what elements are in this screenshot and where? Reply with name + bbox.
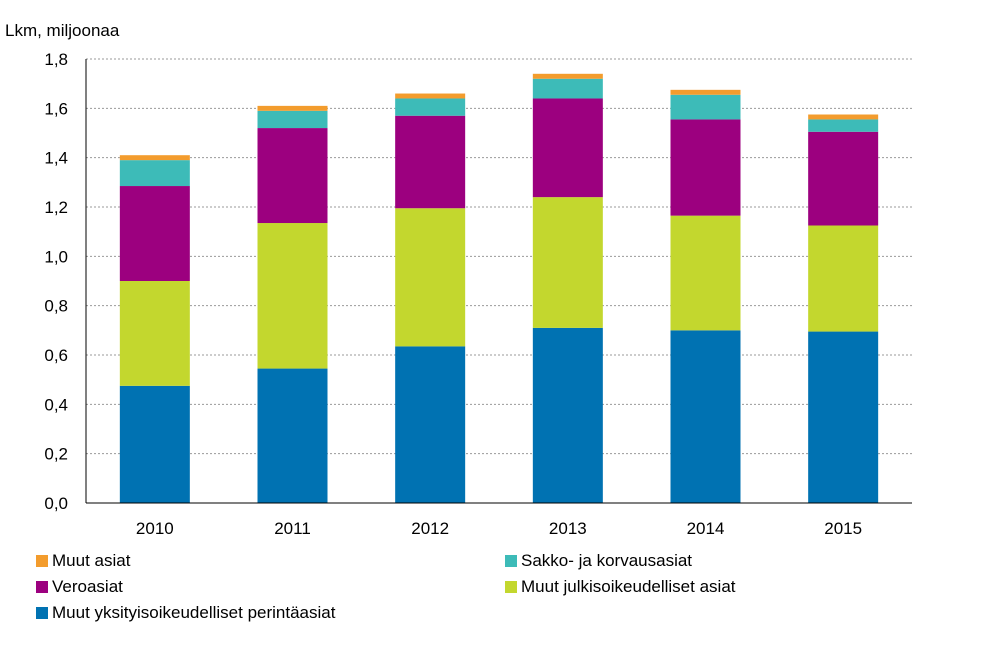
y-tick-label: 0,4 (44, 395, 68, 414)
y-tick-label: 1,0 (44, 247, 68, 266)
bar-segment (395, 115, 466, 209)
bar-segment (119, 186, 190, 281)
bar-segment (395, 346, 466, 503)
x-tick-label: 2015 (824, 519, 862, 538)
y-tick-label: 1,2 (44, 198, 68, 217)
bar-segment (808, 114, 879, 120)
bar-segment (670, 119, 741, 216)
legend-label: Sakko- ja korvausasiat (521, 551, 692, 570)
bar-segment (808, 131, 879, 226)
bar-segment (532, 327, 603, 503)
bars (119, 73, 879, 503)
bar-segment (670, 330, 741, 503)
bar-segment (395, 98, 466, 116)
axes: Lkm, miljoonaa (5, 21, 912, 504)
x-tick-labels: 2010 2011 2012 2013 2014 2015 (136, 519, 862, 538)
legend-label: Muut julkisoikeudelliset asiat (521, 577, 736, 596)
bar-segment (532, 197, 603, 328)
x-tick-label: 2011 (274, 519, 311, 538)
bar-segment (119, 155, 190, 161)
legend-swatch (505, 555, 517, 567)
x-tick-label: 2010 (136, 519, 174, 538)
y-tick-labels: 0,0 0,2 0,4 0,6 0,8 1,0 1,2 1,4 1,6 1,8 (44, 50, 68, 513)
legend-label: Muut yksityisoikeudelliset perintäasiat (52, 603, 336, 622)
bar-segment (257, 105, 328, 111)
legend-swatch (36, 607, 48, 619)
bar-segment (532, 73, 603, 79)
legend-swatch (36, 555, 48, 567)
y-tick-label: 1,6 (44, 99, 68, 118)
bar-segment (808, 331, 879, 503)
bar-segment (808, 119, 879, 132)
bar-segment (119, 385, 190, 503)
bar-segment (257, 223, 328, 369)
legend-label: Veroasiat (52, 577, 123, 596)
y-tick-label: 0,2 (44, 445, 68, 464)
legend: Muut asiat Sakko- ja korvausasiat Veroasia… (36, 551, 736, 622)
bar-segment (808, 225, 879, 332)
bar-segment (119, 160, 190, 187)
legend-swatch (36, 581, 48, 593)
x-tick-label: 2014 (687, 519, 725, 538)
bar-segment (257, 368, 328, 503)
bar-segment (257, 110, 328, 129)
y-tick-label: 1,8 (44, 50, 68, 69)
bar-segment (532, 98, 603, 198)
y-tick-label: 0,0 (44, 494, 68, 513)
bar-segment (670, 89, 741, 95)
x-tick-label: 2012 (411, 519, 449, 538)
bar-segment (119, 281, 190, 386)
bar-segment (670, 215, 741, 331)
x-tick-label: 2013 (549, 519, 587, 538)
grid-lines (86, 58, 912, 455)
bar-segment (257, 128, 328, 224)
bar-segment (670, 94, 741, 120)
y-tick-label: 0,6 (44, 346, 68, 365)
bar-segment (395, 208, 466, 347)
y-tick-label: 1,4 (44, 149, 68, 168)
bar-segment (532, 78, 603, 99)
bar-segment (395, 93, 466, 99)
legend-label: Muut asiat (52, 551, 131, 570)
y-axis-label: Lkm, miljoonaa (5, 21, 120, 40)
legend-swatch (505, 581, 517, 593)
y-tick-label: 0,8 (44, 297, 68, 316)
